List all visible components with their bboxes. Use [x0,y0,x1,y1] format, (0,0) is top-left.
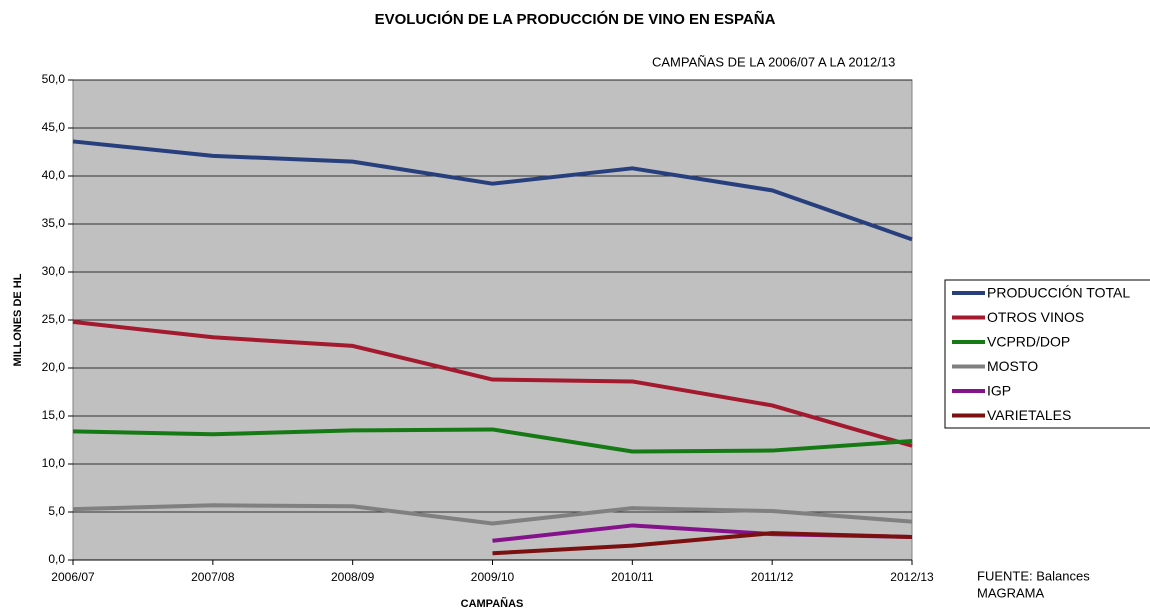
y-tick-label: 20,0 [42,360,66,374]
series-line [492,531,913,556]
y-tick-label: 0,0 [48,552,65,566]
series-line [72,503,913,526]
legend-label: MOSTO [987,358,1038,374]
y-tick-label: 10,0 [42,456,66,470]
chart-title: EVOLUCIÓN DE LA PRODUCCIÓN DE VINO EN ES… [375,10,776,28]
x-tick-label: 2008/09 [331,570,375,584]
y-axis-label: MILLONES DE HL [12,273,24,366]
x-tick-label: 2012/13 [890,570,934,584]
source: MAGRAMA [977,585,1045,600]
legend-label: PRODUCCIÓN TOTAL [987,285,1130,301]
y-tick-label: 45,0 [42,120,66,134]
y-tick-label: 35,0 [42,216,66,230]
y-tick-label: 5,0 [48,504,65,518]
x-tick-label: 2011/12 [751,570,794,584]
y-tick-label: 40,0 [42,168,66,182]
legend-label: VARIETALES [987,407,1071,423]
y-tick-label: 15,0 [42,408,66,422]
source: FUENTE: Balances [977,568,1090,583]
legend-label: VCPRD/DOP [987,334,1070,350]
x-tick-label: 2006/07 [51,570,95,584]
series-line [72,319,913,448]
y-tick-label: 30,0 [42,264,66,278]
series-line [72,139,913,242]
series-line [72,427,913,454]
x-axis-label: CAMPAÑAS [461,597,524,610]
x-tick-label: 2007/08 [191,570,235,584]
y-tick-label: 25,0 [42,312,66,326]
chart-subtitle: CAMPAÑAS DE LA 2006/07 A LA 2012/13 [652,54,895,69]
legend-label: OTROS VINOS [987,309,1084,325]
y-tick-label: 50,0 [42,72,66,86]
x-tick-label: 2010/11 [611,570,654,584]
legend-label: IGP [987,383,1011,399]
x-tick-label: 2009/10 [471,570,515,584]
legend-box [944,279,1150,429]
